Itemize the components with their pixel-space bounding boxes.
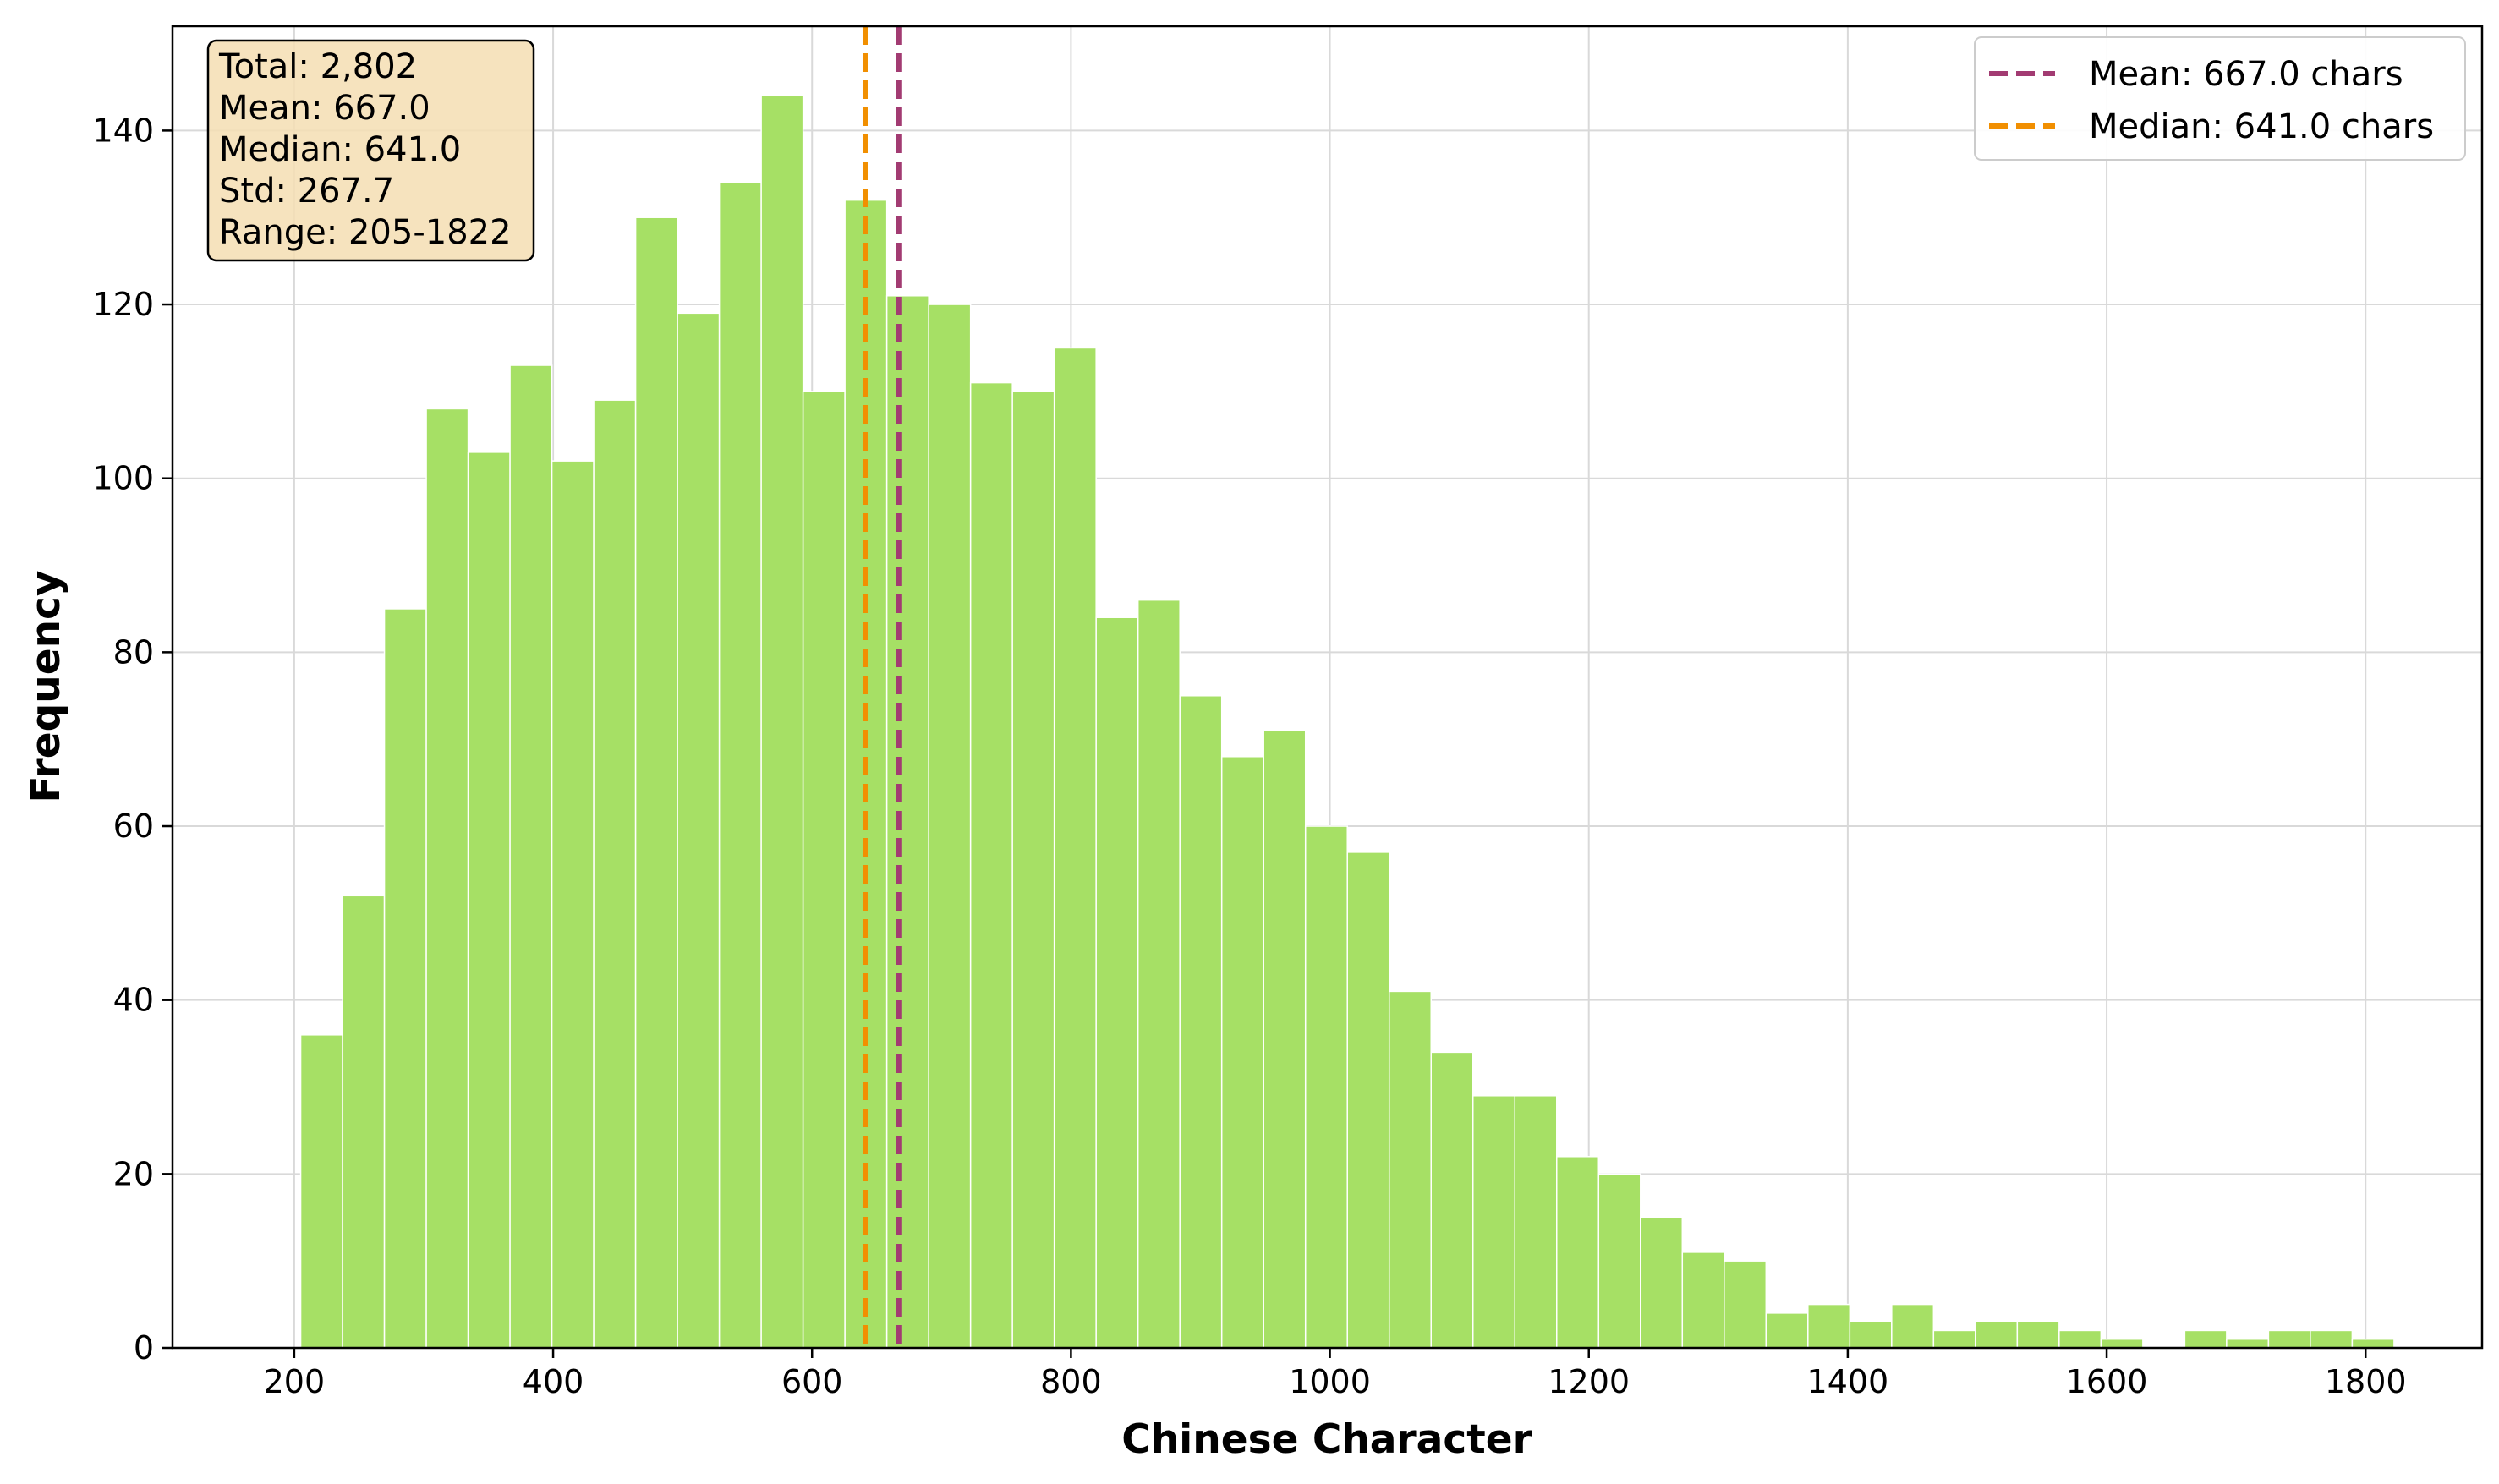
histogram-bar	[802, 391, 846, 1349]
histogram-bar	[718, 182, 762, 1349]
histogram-bar	[1932, 1329, 1976, 1349]
legend-label-median: Median: 641.0 chars	[2089, 107, 2434, 146]
y-tick-label: 0	[134, 1329, 154, 1366]
histogram-bar	[2351, 1338, 2395, 1349]
histogram-bar	[1891, 1303, 1935, 1349]
histogram-bar	[760, 95, 804, 1349]
x-tick-label: 400	[523, 1363, 584, 1400]
stats-box: Total: 2,802 Mean: 667.0 Median: 641.0 S…	[206, 39, 535, 262]
histogram-bar	[1388, 990, 1432, 1349]
stats-std: Std: 267.7	[219, 172, 394, 211]
legend-frame	[1974, 36, 2466, 161]
y-tick-label: 120	[92, 286, 154, 323]
histogram-bars	[299, 95, 2395, 1349]
y-axis-ticks: 0 20 40 60 80 100 120 140	[92, 112, 173, 1366]
reference-lines	[862, 26, 902, 1348]
x-axis-ticks: 200 400 600 800 1000 1200 1400 1600 1800	[264, 1348, 2407, 1400]
stats-range: Range: 205-1822	[219, 213, 512, 252]
x-tick-label: 600	[781, 1363, 843, 1400]
histogram-bar	[1095, 616, 1139, 1349]
histogram-bar	[1053, 347, 1097, 1349]
histogram-bar	[509, 364, 553, 1349]
histogram-bar	[1430, 1051, 1474, 1349]
histogram-bar	[342, 895, 386, 1349]
histogram-bar	[1681, 1251, 1725, 1349]
x-tick-label: 1600	[2066, 1363, 2148, 1400]
histogram-bar	[1471, 1095, 1516, 1349]
histogram-bar	[593, 399, 637, 1349]
histogram-bar	[1514, 1095, 1558, 1349]
x-tick-label: 1000	[1289, 1363, 1371, 1400]
histogram-bar	[1263, 730, 1307, 1349]
histogram-bar	[677, 312, 721, 1349]
legend: Mean: 667.0 chars Median: 641.0 chars	[1974, 36, 2466, 161]
x-axis-title: Chinese Character	[1121, 1416, 1532, 1463]
histogram-bar	[1640, 1217, 1684, 1349]
histogram-bar	[2100, 1338, 2144, 1349]
histogram-bar	[1597, 1173, 1641, 1349]
histogram-bar	[2310, 1329, 2354, 1349]
x-tick-label: 200	[264, 1363, 326, 1400]
x-tick-label: 1200	[1548, 1363, 1630, 1400]
histogram-bar	[2016, 1321, 2060, 1349]
y-tick-label: 80	[113, 633, 154, 671]
histogram-bar	[1137, 599, 1181, 1349]
histogram-bar	[1724, 1260, 1767, 1349]
y-tick-label: 100	[92, 460, 154, 497]
stats-median: Median: 641.0	[219, 130, 461, 169]
x-tick-label: 1800	[2325, 1363, 2407, 1400]
y-tick-label: 140	[92, 112, 154, 149]
histogram-bar	[2184, 1329, 2228, 1349]
histogram-bar	[969, 381, 1013, 1349]
stats-total: Total: 2,802	[218, 47, 417, 86]
plot-area-frame	[171, 25, 2484, 1350]
histogram-bar	[634, 216, 678, 1349]
histogram-bar	[1849, 1321, 1893, 1349]
legend-label-mean: Mean: 667.0 chars	[2089, 55, 2403, 94]
y-tick-label: 60	[113, 808, 154, 845]
histogram-bar	[1765, 1312, 1809, 1349]
stats-box-background	[206, 39, 535, 262]
histogram-bar	[2226, 1338, 2270, 1349]
histogram-bar	[551, 460, 595, 1349]
histogram-bar	[1220, 756, 1264, 1349]
stats-mean: Mean: 667.0	[219, 89, 430, 128]
histogram-bar	[928, 304, 972, 1349]
y-axis-title: Frequency	[23, 570, 69, 802]
x-tick-label: 1400	[1807, 1363, 1889, 1400]
histogram-bar	[885, 295, 929, 1349]
histogram-bar	[467, 452, 511, 1349]
x-tick-label: 800	[1040, 1363, 1102, 1400]
histogram-bar	[299, 1034, 343, 1349]
histogram-bar	[383, 608, 427, 1349]
histogram-bar	[1346, 852, 1390, 1349]
histogram-bar	[1807, 1303, 1851, 1349]
y-tick-label: 20	[113, 1155, 154, 1192]
histogram-bar	[2267, 1329, 2311, 1349]
histogram-bar	[1556, 1156, 1600, 1349]
histogram-bar	[1011, 391, 1055, 1349]
histogram-bar	[1975, 1321, 2019, 1349]
histogram-bar	[1179, 695, 1223, 1349]
y-tick-label: 40	[113, 982, 154, 1019]
histogram-bar	[2058, 1329, 2102, 1349]
histogram-bar	[1304, 825, 1348, 1349]
histogram-bar	[425, 408, 469, 1349]
